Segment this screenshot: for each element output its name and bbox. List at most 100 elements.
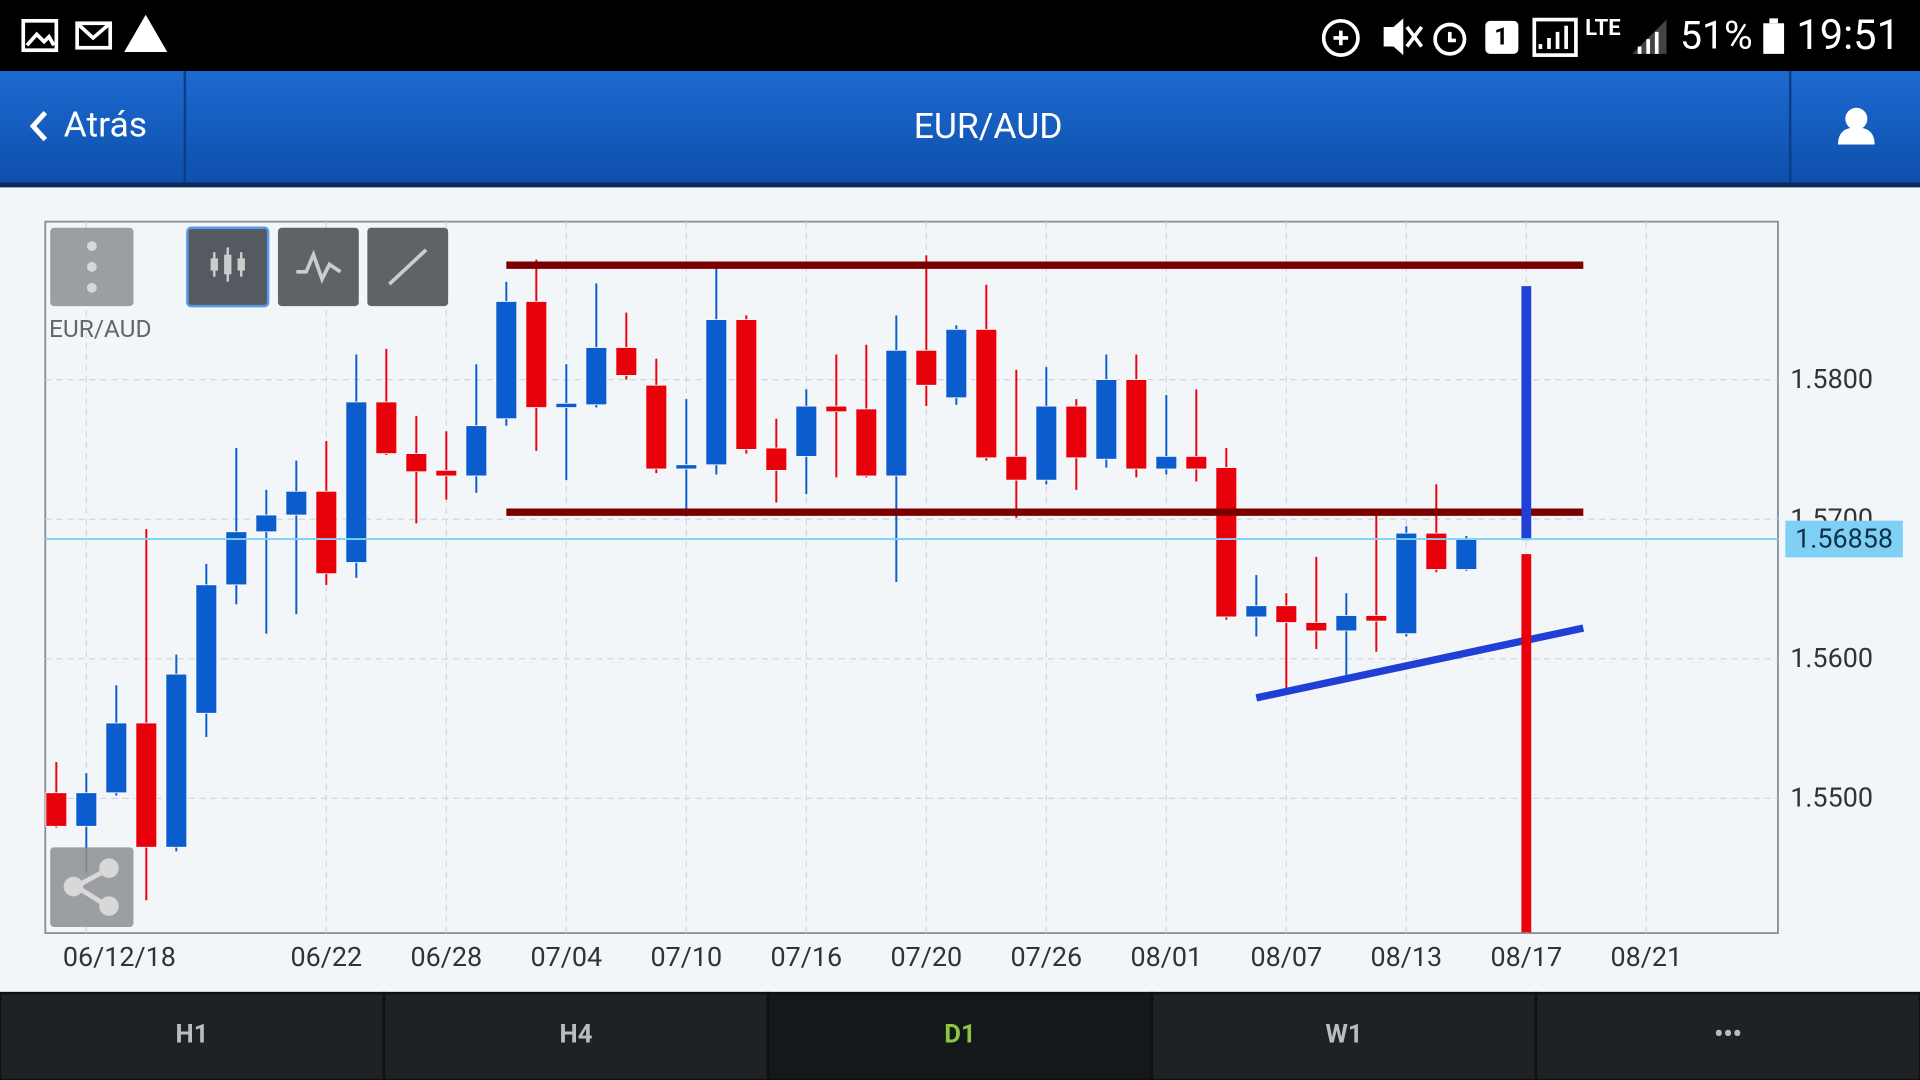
menu-button[interactable] xyxy=(50,227,134,307)
candle-body xyxy=(45,792,68,827)
candle-body xyxy=(885,349,908,477)
tab-label: H1 xyxy=(176,1020,209,1050)
candle-body xyxy=(225,531,248,586)
clock: 19:51 xyxy=(1796,11,1900,60)
candle-mode-button[interactable] xyxy=(186,226,270,308)
candle-body xyxy=(1425,532,1448,570)
candle-body xyxy=(1155,456,1178,470)
candle-body xyxy=(825,405,848,413)
candle-body xyxy=(765,447,788,471)
tab-label: D1 xyxy=(944,1020,975,1050)
candle-body xyxy=(1305,622,1328,632)
candle-body xyxy=(435,469,458,477)
candle-body xyxy=(105,722,128,794)
x-tick-label: 07/20 xyxy=(891,941,963,973)
x-tick-label: 08/17 xyxy=(1491,941,1563,973)
candle-body xyxy=(855,408,878,477)
candle-body xyxy=(975,329,998,459)
y-tick-label: 1.5500 xyxy=(1790,782,1873,814)
draw-tool-button[interactable] xyxy=(367,227,449,307)
header-border xyxy=(0,182,1920,188)
candle-body xyxy=(75,792,98,827)
status-icons xyxy=(21,14,1785,57)
candle-body xyxy=(195,584,218,714)
candle-body xyxy=(375,401,398,454)
candle-body xyxy=(615,347,638,376)
sim-indicator: 1 xyxy=(1494,21,1508,50)
x-tick-label: 07/16 xyxy=(771,941,843,973)
tabs: H1 H4 D1 W1 ••• xyxy=(0,991,1920,1080)
tab[interactable] xyxy=(382,991,770,1080)
battery-level: 51% xyxy=(1680,12,1753,58)
x-tick-label: 08/07 xyxy=(1251,941,1323,973)
candle-body xyxy=(255,514,278,533)
candle-body xyxy=(645,384,668,470)
header xyxy=(0,71,1920,185)
candle-body xyxy=(1185,456,1208,470)
candle-body xyxy=(555,402,578,408)
line-mode-button[interactable] xyxy=(277,227,359,307)
candle-body xyxy=(285,490,308,516)
back-label: Atrás xyxy=(64,104,147,146)
tab[interactable] xyxy=(1150,991,1538,1080)
last-price-label: 1.56858 xyxy=(1795,522,1893,554)
plot-area xyxy=(45,255,1585,933)
candle-body xyxy=(1335,615,1358,632)
x-tick-label: 06/28 xyxy=(411,941,483,973)
candle-body xyxy=(465,425,488,477)
candle-body xyxy=(135,722,158,848)
candle-body xyxy=(1275,605,1298,623)
candle-body xyxy=(315,490,338,575)
y-tick-label: 1.5600 xyxy=(1790,642,1873,674)
candle-body xyxy=(1215,467,1238,618)
candle-body xyxy=(735,319,758,450)
plot-frame xyxy=(44,220,1779,934)
x-tick-label: 07/10 xyxy=(651,941,723,973)
candle-body xyxy=(345,401,368,563)
candle-body xyxy=(795,405,818,457)
candle-body xyxy=(675,464,698,470)
candle-body xyxy=(1125,379,1148,470)
candle-body xyxy=(1035,405,1058,481)
candle-body xyxy=(945,329,968,399)
x-tick-label: 07/04 xyxy=(531,941,603,973)
x-tick-label: 08/13 xyxy=(1371,941,1443,973)
share-button[interactable] xyxy=(50,847,134,927)
chart-symbol: EUR/AUD xyxy=(49,314,152,343)
status-bar xyxy=(0,0,1920,72)
profile-button[interactable] xyxy=(1837,107,1875,145)
tab[interactable] xyxy=(0,991,386,1080)
candle-body xyxy=(165,673,188,848)
x-tick-label: 06/12/18 xyxy=(63,941,176,973)
candle-body xyxy=(1065,405,1088,459)
tab-label: W1 xyxy=(1325,1020,1362,1050)
candle-body xyxy=(915,349,938,386)
candle-body xyxy=(705,319,728,466)
network-type: LTE xyxy=(1585,16,1621,41)
tab[interactable] xyxy=(1534,991,1920,1080)
back-arrow xyxy=(29,111,48,142)
x-tick-label: 08/01 xyxy=(1131,941,1203,973)
candle-body xyxy=(1005,456,1028,481)
back-button[interactable]: Atrás xyxy=(29,104,147,146)
candle-body xyxy=(405,453,428,473)
x-tick-label: 06/22 xyxy=(291,941,363,973)
candle-body xyxy=(1395,532,1418,635)
candle-body xyxy=(585,347,608,406)
x-tick-label: 08/21 xyxy=(1611,941,1683,973)
last-price-box xyxy=(1785,520,1903,558)
chart: 06/12/18 06/22 06/28 07/04 07/10 07/16 07/20 07… xyxy=(45,221,1903,973)
tab-label: ••• xyxy=(1714,1020,1742,1050)
header-title: EUR/AUD xyxy=(914,105,1063,147)
candle-body xyxy=(1095,379,1118,460)
candle-body xyxy=(1365,615,1388,622)
tab[interactable] xyxy=(766,991,1154,1080)
candle-body xyxy=(1455,538,1478,570)
candle-body xyxy=(495,301,518,420)
tab-label: H4 xyxy=(560,1020,593,1050)
candle-body xyxy=(1245,605,1268,618)
candle-body xyxy=(525,301,548,408)
x-tick-label: 07/26 xyxy=(1011,941,1083,973)
